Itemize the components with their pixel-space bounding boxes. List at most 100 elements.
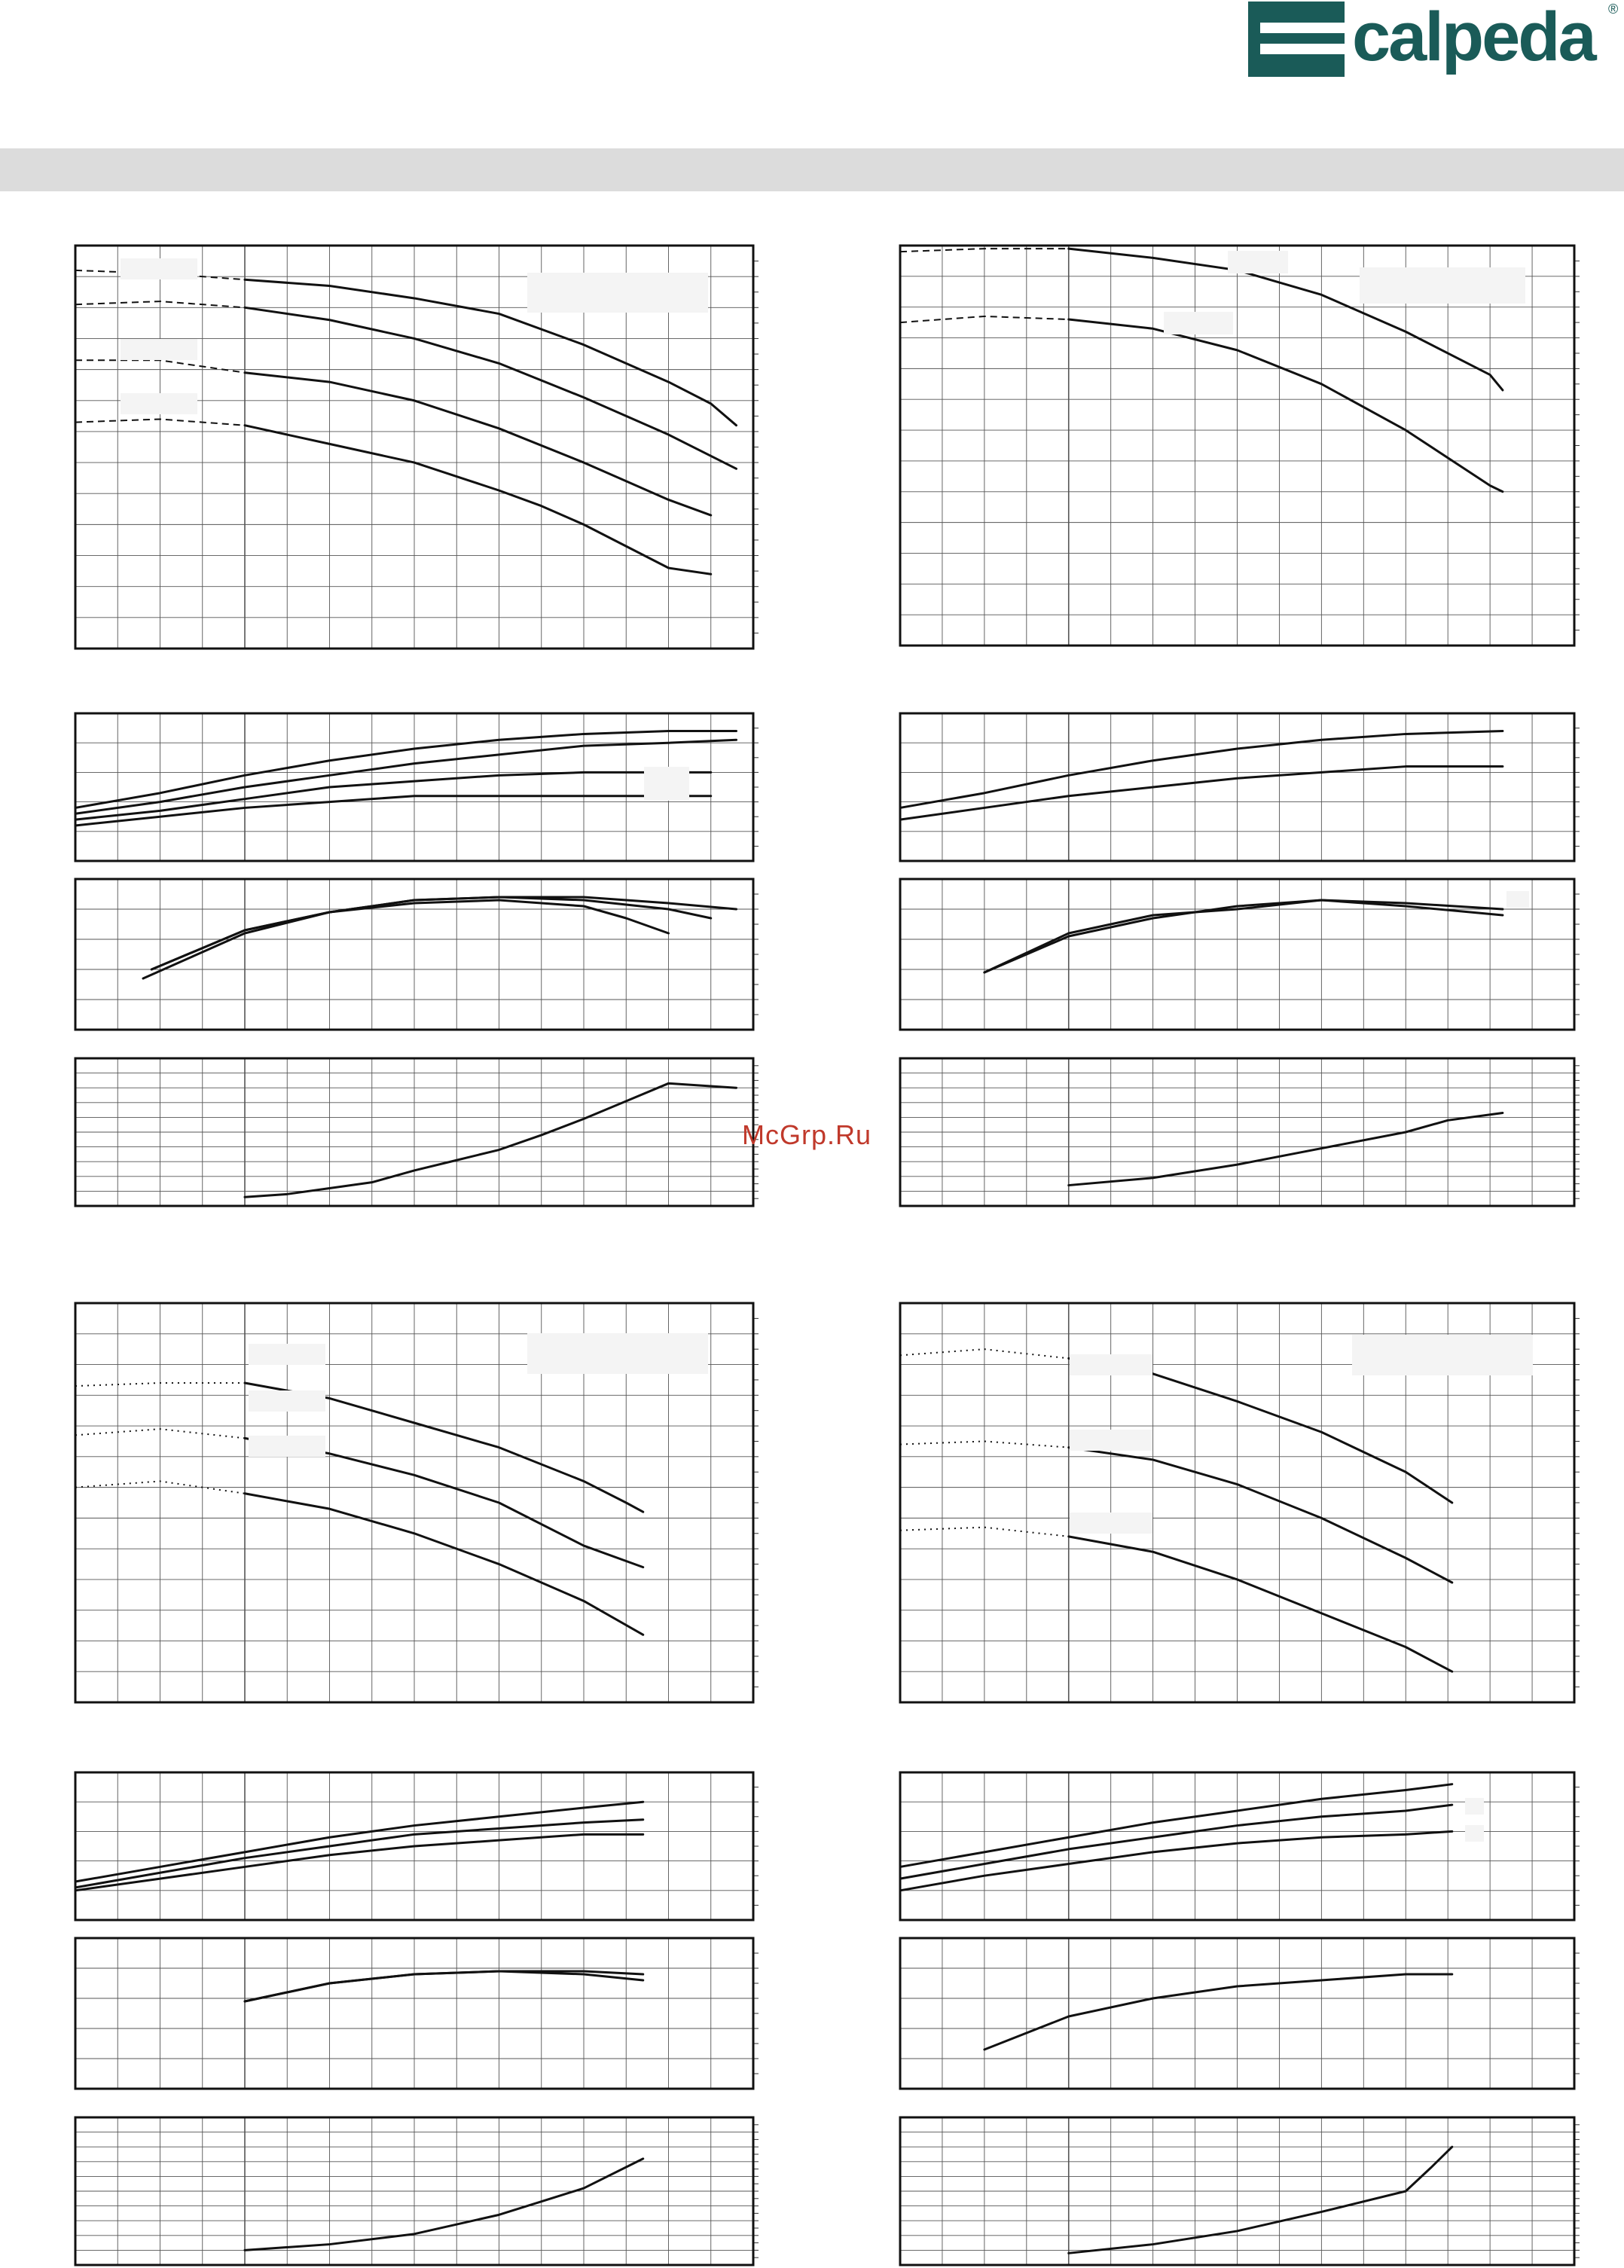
curve-2 <box>243 371 713 517</box>
panel-frame <box>74 1771 755 1922</box>
label-box <box>249 1436 325 1457</box>
curve-1 <box>1067 318 1504 493</box>
chart-tr-h <box>899 244 1580 647</box>
curve-0 <box>243 1082 737 1198</box>
curve-2 <box>74 771 713 821</box>
curve-1 <box>243 1436 645 1569</box>
watermark: McGrp.Ru <box>742 1119 872 1150</box>
chart-tl-npsh <box>74 1057 759 1207</box>
label-box <box>1352 1335 1533 1375</box>
curve-1 <box>243 306 737 470</box>
chart-br-h <box>899 1302 1580 1704</box>
curve-dashed-1 <box>899 315 1069 324</box>
curve-2 <box>899 1830 1454 1892</box>
curve-dashed-1 <box>75 301 246 309</box>
label-box <box>1070 1430 1152 1451</box>
label-box <box>527 1333 708 1374</box>
label-box <box>644 767 689 801</box>
curve-1 <box>74 738 737 815</box>
label-box <box>527 273 708 313</box>
curve-2 <box>1067 1535 1454 1673</box>
chart-bl-npsh <box>74 2116 759 2266</box>
curve-dashed-2 <box>75 359 246 374</box>
curve-3 <box>74 795 713 827</box>
panel-frame <box>899 244 1576 647</box>
chart-tr-p <box>899 712 1580 862</box>
panel-frame <box>899 2116 1576 2266</box>
panel-frame <box>74 1937 755 2090</box>
curve-3 <box>243 424 713 575</box>
label-box <box>249 1344 325 1365</box>
curve-2 <box>74 1833 645 1892</box>
label-box <box>1070 1513 1152 1534</box>
curve-0 <box>243 278 737 427</box>
curve-1 <box>150 896 713 971</box>
curve-0 <box>1067 1112 1504 1187</box>
panel-frame <box>899 1771 1576 1922</box>
curve-0 <box>1067 2145 1454 2254</box>
label-box <box>121 393 197 414</box>
curve-0 <box>243 2157 645 2251</box>
curve-1 <box>899 765 1504 821</box>
chart-br-p <box>899 1771 1580 1922</box>
chart-br-eta <box>899 1937 1580 2090</box>
curve-1 <box>1067 1446 1454 1584</box>
curve-dashed-0 <box>899 248 1069 253</box>
curve-1 <box>243 1970 645 2003</box>
curve-0 <box>74 1800 645 1883</box>
label-box <box>1164 312 1233 334</box>
curve-2 <box>243 1492 645 1636</box>
panel-frame <box>899 1057 1576 1207</box>
chart-bl-eta <box>74 1937 759 2090</box>
label-box <box>1070 1354 1152 1375</box>
chart-bl-p <box>74 1771 759 1922</box>
panel-frame <box>899 712 1576 862</box>
curve-dashed-3 <box>75 418 246 426</box>
panel-frame <box>899 878 1576 1031</box>
chart-bl-h <box>74 1302 759 1704</box>
curve-1 <box>983 899 1504 974</box>
label-box <box>121 339 197 360</box>
curve-0 <box>1067 247 1504 392</box>
label-box <box>1465 1798 1484 1815</box>
label-box <box>1506 891 1529 908</box>
curve-1 <box>899 1803 1454 1880</box>
brand-name: calpeda <box>1352 0 1597 75</box>
panel-frame <box>74 1057 755 1207</box>
panel-frame <box>899 1302 1576 1704</box>
curve-0 <box>899 1783 1454 1868</box>
chart-tr-eta <box>899 878 1580 1031</box>
curve-1 <box>74 1818 645 1889</box>
header-band <box>0 148 1624 191</box>
label-box <box>1465 1825 1484 1842</box>
label-box <box>1228 251 1288 273</box>
panel-frame <box>74 712 755 862</box>
curve-2 <box>142 899 670 980</box>
curve-dashed-0 <box>75 1382 245 1387</box>
label-box <box>1360 267 1525 304</box>
curve-0 <box>243 1970 645 2003</box>
panel-frame <box>74 1302 755 1704</box>
chart-tl-p <box>74 712 759 862</box>
chart-br-npsh <box>899 2116 1580 2266</box>
chart-tr-npsh <box>899 1057 1580 1207</box>
curve-0 <box>243 1381 645 1513</box>
curve-dashed-2 <box>75 1480 246 1494</box>
registered-mark: ® <box>1608 2 1618 17</box>
curve-0 <box>983 1973 1454 2051</box>
curve-dashed-1 <box>75 1428 246 1439</box>
panel-frame <box>899 1937 1576 2090</box>
curve-0 <box>983 899 1504 974</box>
curve-0 <box>899 730 1504 809</box>
calpeda-logo: calpeda ® <box>1248 0 1618 77</box>
curve-0 <box>74 730 737 809</box>
panel-frame <box>74 2116 755 2266</box>
panel-frame <box>74 878 755 1031</box>
curve-dashed-0 <box>899 1348 1069 1360</box>
label-box <box>249 1390 325 1412</box>
label-box <box>121 258 197 279</box>
logo-mark-bar <box>1260 33 1345 44</box>
panel-frame <box>74 244 755 650</box>
chart-tl-eta <box>74 878 759 1031</box>
